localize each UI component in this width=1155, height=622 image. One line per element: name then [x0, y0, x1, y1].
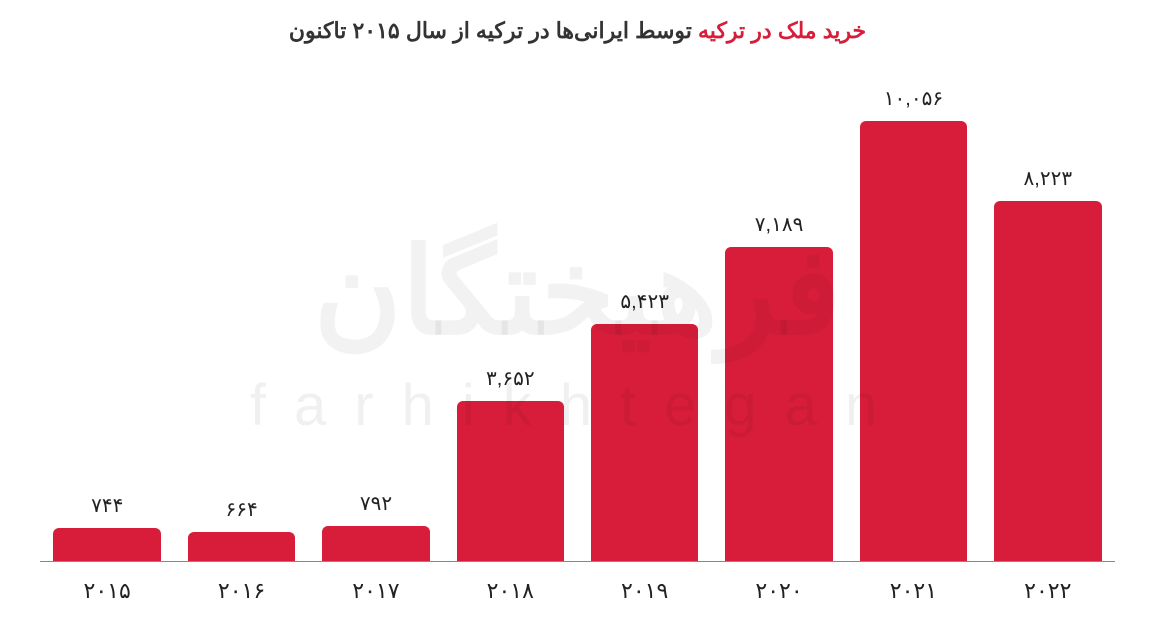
bar-rect [322, 526, 430, 561]
x-axis-label: ۲۰۱۵ [40, 578, 174, 604]
bar-value-label: ۷۹۲ [360, 491, 392, 516]
bar-value-label: ۸,۲۲۳ [1024, 166, 1073, 191]
bar-slot: ۶۶۴ [174, 80, 308, 561]
bar-rect [725, 247, 833, 561]
bar-slot: ۷۹۲ [309, 80, 443, 561]
bar-slot: ۸,۲۲۳ [981, 80, 1115, 561]
chart-plot-area: ۷۴۴ ۶۶۴ ۷۹۲ ۳,۶۵۲ ۵,۴۲۳ ۷,۱۸۹ ۱۰,۰۵۶ ۸,۲۲۳ [40, 80, 1115, 562]
title-rest: توسط ایرانی‌ها در ترکیه از سال ۲۰۱۵ تاکن… [289, 18, 698, 43]
x-axis-label: ۲۰۱۹ [578, 578, 712, 604]
bar-rect [188, 532, 296, 561]
bar-value-label: ۳,۶۵۲ [486, 366, 535, 391]
bar-value-label: ۶۶۴ [225, 497, 257, 522]
bar-slot: ۷,۱۸۹ [712, 80, 846, 561]
bar-slot: ۵,۴۲۳ [578, 80, 712, 561]
bar-slot: ۳,۶۵۲ [443, 80, 577, 561]
bar-value-label: ۷,۱۸۹ [755, 212, 804, 237]
chart-title: خرید ملک در ترکیه توسط ایرانی‌ها در ترکی… [0, 18, 1155, 44]
bar-slot: ۷۴۴ [40, 80, 174, 561]
bar-value-label: ۷۴۴ [91, 493, 123, 518]
x-axis-label: ۲۰۲۲ [981, 578, 1115, 604]
bar-rect [860, 121, 968, 561]
bar-rect [457, 401, 565, 561]
x-axis-label: ۲۰۲۱ [846, 578, 980, 604]
bar-rect [994, 201, 1102, 561]
x-axis-labels: ۲۰۱۵۲۰۱۶۲۰۱۷۲۰۱۸۲۰۱۹۲۰۲۰۲۰۲۱۲۰۲۲ [40, 578, 1115, 604]
bar-rect [591, 324, 699, 561]
x-axis-label: ۲۰۱۶ [174, 578, 308, 604]
x-axis-label: ۲۰۲۰ [712, 578, 846, 604]
bar-value-label: ۱۰,۰۵۶ [884, 86, 943, 111]
bar-slot: ۱۰,۰۵۶ [846, 80, 980, 561]
bars-container: ۷۴۴ ۶۶۴ ۷۹۲ ۳,۶۵۲ ۵,۴۲۳ ۷,۱۸۹ ۱۰,۰۵۶ ۸,۲۲۳ [40, 80, 1115, 561]
x-axis-label: ۲۰۱۷ [309, 578, 443, 604]
title-highlight: خرید ملک در ترکیه [698, 18, 866, 43]
bar-rect [53, 528, 161, 561]
x-axis-label: ۲۰۱۸ [443, 578, 577, 604]
bar-value-label: ۵,۴۲۳ [620, 289, 669, 314]
